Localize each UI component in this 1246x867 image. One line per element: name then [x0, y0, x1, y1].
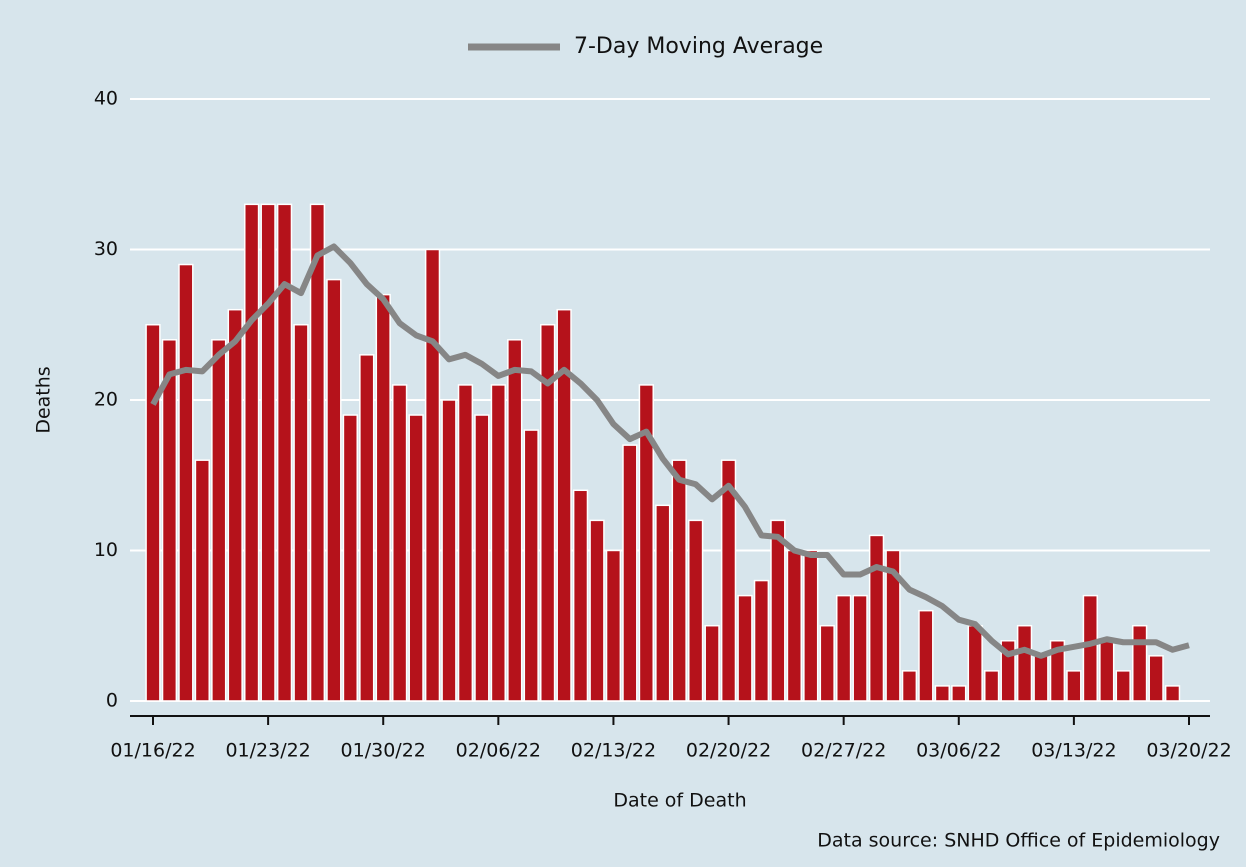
bar: [260, 203, 276, 702]
bar: [671, 459, 687, 702]
bar: [885, 549, 901, 702]
bar: [457, 384, 474, 702]
bar: [1066, 670, 1082, 702]
bar: [293, 323, 309, 702]
bar: [622, 444, 638, 702]
bar: [408, 414, 424, 702]
x-tick-label: 02/27/22: [801, 740, 886, 762]
bar: [1082, 594, 1098, 702]
bar: [1115, 670, 1131, 702]
bar: [392, 384, 408, 702]
bar: [211, 339, 227, 702]
x-tick-label: 02/13/22: [571, 740, 656, 762]
bar: [375, 293, 391, 702]
y-axis-label: Deaths: [33, 366, 55, 433]
bar: [967, 624, 983, 702]
y-tick-label: 30: [94, 238, 118, 260]
bar: [737, 594, 753, 702]
bar: [803, 549, 819, 702]
bar: [145, 323, 161, 702]
bar: [770, 519, 786, 702]
moving-average-line: [150, 243, 1190, 659]
bar: [276, 203, 293, 702]
bar: [901, 670, 918, 702]
bar: [161, 339, 178, 702]
bar: [753, 579, 770, 702]
bar: [918, 609, 934, 702]
x-tick-label: 01/23/22: [225, 740, 310, 762]
bar: [1049, 640, 1066, 702]
bar: [605, 549, 622, 702]
y-tick-label: 20: [94, 388, 118, 410]
bar: [704, 624, 720, 702]
y-tick-label: 10: [94, 539, 118, 561]
bar: [540, 323, 556, 702]
bar: [655, 504, 671, 702]
bar: [490, 384, 506, 702]
bar: [342, 414, 358, 702]
bar: [1132, 624, 1148, 702]
bar: [507, 339, 523, 702]
bar: [359, 354, 375, 702]
bar: [1016, 624, 1033, 702]
bar: [868, 534, 885, 702]
bar: [852, 594, 868, 702]
bar: [309, 203, 326, 702]
bar: [227, 308, 243, 702]
bar: [836, 594, 852, 702]
bar: [1033, 655, 1049, 702]
bar: [441, 399, 457, 702]
bar: [638, 384, 654, 702]
bar: [178, 263, 194, 702]
bar: [424, 248, 441, 702]
x-tick-label: 03/13/22: [1031, 740, 1116, 762]
bar: [326, 278, 342, 702]
x-tick-label: 01/30/22: [341, 740, 426, 762]
x-axis-label: Date of Death: [613, 790, 746, 812]
y-tick-label: 0: [106, 689, 118, 711]
bar: [1164, 685, 1181, 702]
x-tick-label: 03/20/22: [1146, 740, 1231, 762]
bar: [474, 414, 490, 702]
bar: [523, 429, 539, 702]
bar: [951, 685, 967, 702]
bar: [572, 489, 589, 702]
bar: [589, 519, 605, 702]
legend-label: 7-Day Moving Average: [574, 34, 823, 59]
bar: [556, 308, 572, 702]
bar: [984, 670, 1000, 702]
bar: [688, 519, 704, 702]
y-tick-label: 40: [94, 88, 118, 110]
source-note: Data source: SNHD Office of Epidemiology: [817, 830, 1220, 852]
bar: [786, 549, 802, 702]
bar: [194, 459, 210, 702]
bar: [720, 459, 737, 702]
x-tick-label: 01/16/22: [110, 740, 195, 762]
bar: [934, 685, 950, 702]
x-tick-label: 03/06/22: [916, 740, 1001, 762]
x-tick-label: 02/06/22: [456, 740, 541, 762]
x-tick-label: 02/20/22: [686, 740, 771, 762]
bar: [1148, 655, 1164, 702]
bar: [1099, 640, 1115, 702]
bar: [819, 624, 835, 702]
bar: [244, 203, 260, 702]
